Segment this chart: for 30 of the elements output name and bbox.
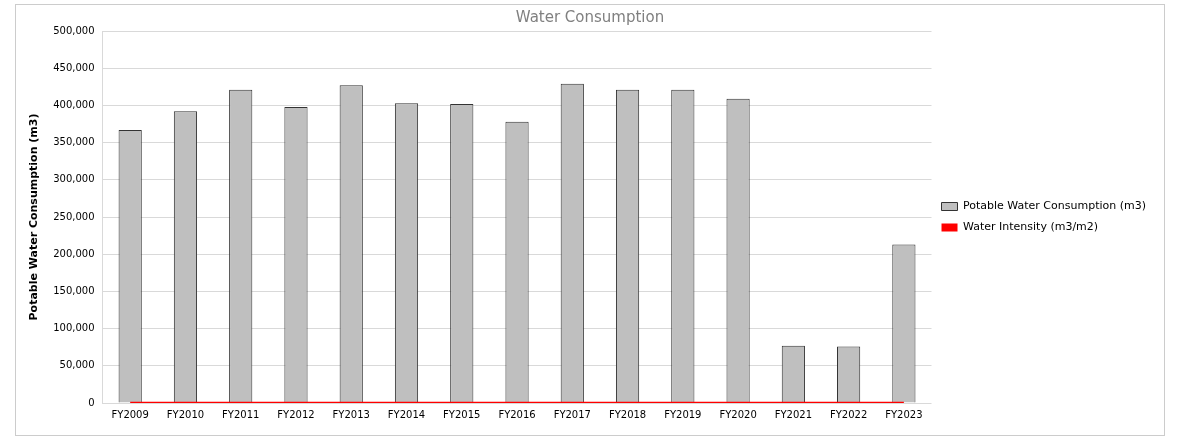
x-tick-label: FY2017 xyxy=(553,408,591,420)
x-tick-label: FY2011 xyxy=(222,408,260,420)
x-tick-label: FY2015 xyxy=(443,408,481,420)
y-tick-label: 500,000 xyxy=(53,24,95,36)
y-tick-label: 400,000 xyxy=(53,98,95,110)
legend-label: Water Intensity (m3/m2) xyxy=(963,220,1099,234)
chart-title: Water Consumption xyxy=(515,7,665,26)
y-tick-label: 0 xyxy=(88,396,95,408)
x-tick-label: FY2013 xyxy=(332,408,370,420)
x-tick-label: FY2021 xyxy=(774,408,813,420)
y-tick-label: 250,000 xyxy=(53,210,95,222)
y-tick-label: 150,000 xyxy=(53,284,95,296)
x-tick-label: FY2010 xyxy=(166,408,205,420)
x-tick-label: FY2022 xyxy=(829,408,868,420)
x-tick-label: FY2020 xyxy=(719,408,757,420)
y-tick-label: 350,000 xyxy=(53,136,95,148)
y-tick-label: 300,000 xyxy=(53,173,95,185)
x-tick-label: FY2016 xyxy=(498,408,536,420)
x-tick-label: FY2009 xyxy=(111,408,149,420)
x-tick-label: FY2014 xyxy=(387,408,426,420)
y-tick-label: 50,000 xyxy=(59,359,95,371)
x-tick-label: FY2023 xyxy=(885,408,923,420)
y-tick-label: 100,000 xyxy=(53,322,95,334)
y-axis-title: Potable Water Consumption (m3) xyxy=(27,113,41,321)
x-tick-label: FY2012 xyxy=(277,408,315,420)
y-tick-label: 450,000 xyxy=(53,61,95,73)
x-tick-label: FY2018 xyxy=(608,408,647,420)
y-tick-label: 200,000 xyxy=(53,247,95,259)
x-tick-label: FY2019 xyxy=(664,408,702,420)
legend-label: Potable Water Consumption (m3) xyxy=(963,199,1147,213)
